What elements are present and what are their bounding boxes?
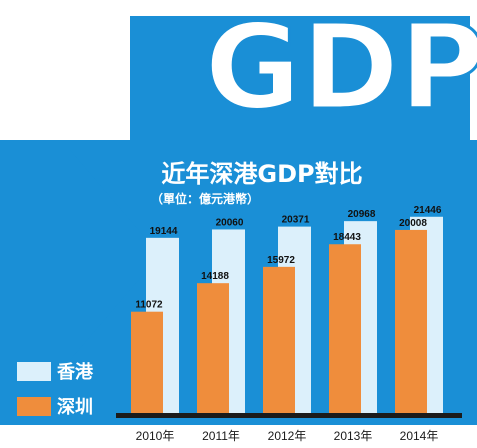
bar-shenzhen-0 <box>131 311 163 413</box>
legend-swatch-shenzhen <box>17 397 51 416</box>
bar-shenzhen-3 <box>329 244 361 413</box>
background-left-notch <box>0 150 160 360</box>
bar-shenzhen-1 <box>197 283 229 413</box>
x-axis-ticks: 2010年 2011年 2012年 2013年 2014年 <box>136 429 439 443</box>
x-tick-1: 2011年 <box>202 429 240 443</box>
label-hongkong-2: 20371 <box>282 215 310 226</box>
bar-shenzhen-4 <box>395 229 427 413</box>
x-tick-0: 2010年 <box>136 429 175 443</box>
label-hongkong-1: 20060 <box>216 217 244 228</box>
label-hongkong-0: 19144 <box>150 226 178 237</box>
label-shenzhen-0: 11072 <box>135 300 163 311</box>
legend-label-shenzhen: 深圳 <box>57 396 93 418</box>
bars-group <box>131 216 443 413</box>
legend-label-hongkong: 香港 <box>56 362 94 383</box>
x-tick-3: 2013年 <box>334 429 373 443</box>
x-tick-4: 2014年 <box>400 429 439 443</box>
label-hongkong-4: 21446 <box>414 205 442 216</box>
data-labels-group: 19144 11072 20060 14188 20371 15972 20968 18443… <box>135 205 441 311</box>
big-title: GDP <box>204 0 477 136</box>
background-panel-top <box>130 16 470 140</box>
chart-title: 近年深港GDP對比 <box>161 160 362 188</box>
label-shenzhen-3: 18443 <box>333 232 361 243</box>
label-shenzhen-2: 15972 <box>267 255 295 266</box>
chart-subtitle: （單位：億元港幣） <box>151 191 259 206</box>
legend: 香港 深圳 <box>17 362 94 418</box>
label-shenzhen-1: 14188 <box>201 271 229 282</box>
label-shenzhen-4: 20008 <box>399 218 427 229</box>
label-hongkong-3: 20968 <box>348 209 376 220</box>
x-tick-2: 2012年 <box>268 429 307 443</box>
bar-shenzhen-2 <box>263 266 295 413</box>
legend-swatch-hongkong <box>17 362 51 381</box>
x-axis-baseline <box>116 413 462 418</box>
